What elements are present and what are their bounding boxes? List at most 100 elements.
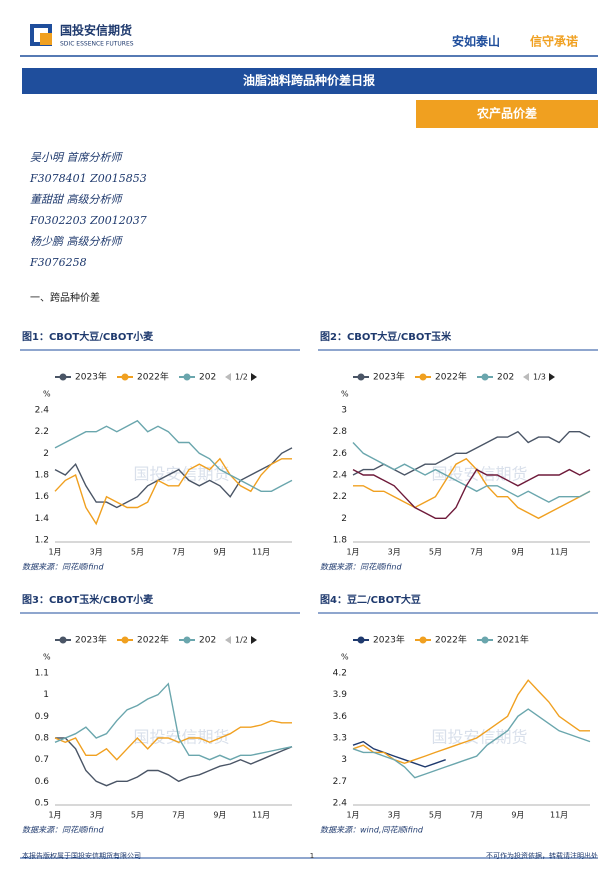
page-number: 1	[310, 852, 314, 860]
pager-prev	[523, 373, 529, 381]
legend-swatch	[357, 373, 365, 381]
legend-swatch	[419, 373, 427, 381]
y-tick-label: 4.2	[333, 669, 347, 679]
series-line	[55, 737, 293, 787]
x-tick-label: 3月	[90, 548, 103, 557]
y-tick-label: 2	[341, 514, 347, 524]
y-axis-label: %	[341, 390, 349, 399]
x-tick-label: 1月	[48, 548, 61, 557]
y-tick-label: 3.6	[333, 712, 348, 722]
source-note: 数据来源：同花顺ifind	[22, 563, 104, 572]
figure-caption: 图4：豆二/CBOT大豆	[320, 593, 421, 606]
legend-swatch	[121, 636, 129, 644]
legend-swatch	[357, 636, 365, 644]
legend-label: 2022年	[435, 634, 467, 646]
legend-swatch	[481, 636, 489, 644]
y-tick-label: 0.5	[35, 799, 49, 809]
footer-right: 不可作为投资依据，转载请注明出处	[486, 851, 598, 860]
y-tick-label: 2.8	[333, 427, 348, 437]
legend-swatch	[419, 636, 427, 644]
legend-swatch	[481, 373, 489, 381]
legend-swatch	[183, 373, 191, 381]
slogan: 安如泰山	[452, 34, 500, 49]
y-tick-label: 1.6	[35, 492, 50, 502]
legend-label: 2023年	[75, 634, 107, 646]
logo-en: SDIC ESSENCE FUTURES	[60, 41, 134, 48]
analyst-line: F0302203 Z0012037	[29, 214, 147, 227]
legend-swatch	[183, 636, 191, 644]
y-tick-label: 3.3	[333, 734, 347, 744]
y-tick-label: 2.4	[333, 799, 348, 809]
y-tick-label: 0.7	[35, 755, 49, 765]
series-line	[352, 442, 591, 503]
pager-next	[549, 373, 555, 381]
x-tick-label: 1月	[346, 548, 359, 557]
y-tick-label: 1.2	[35, 536, 49, 546]
title-bar	[22, 68, 597, 94]
x-tick-label: 7月	[172, 548, 185, 557]
y-tick-label: 2.2	[333, 492, 347, 502]
y-tick-label: 3	[341, 755, 347, 765]
legend-swatch	[59, 373, 67, 381]
report-title: 油脂油料跨品种价差日报	[243, 73, 375, 88]
y-tick-label: 0.8	[35, 734, 50, 744]
x-tick-label: 9月	[511, 811, 524, 820]
figure-caption: 图2：CBOT大豆/CBOT玉米	[320, 330, 452, 343]
y-axis-label: %	[43, 653, 51, 662]
source-note: 数据来源：wind,同花顺ifind	[320, 826, 424, 835]
tag-box	[416, 100, 598, 128]
series-line	[352, 468, 591, 519]
legend-swatch	[59, 636, 67, 644]
legend-label: 2022年	[137, 634, 169, 646]
y-tick-label: 3.9	[333, 690, 348, 700]
series-line	[54, 682, 293, 761]
x-tick-label: 11月	[252, 811, 270, 820]
tag: 农产品价差	[476, 106, 537, 121]
series-line	[54, 419, 293, 492]
pager-next	[251, 373, 257, 381]
series-line	[352, 679, 590, 765]
series-line	[54, 447, 293, 509]
analyst-line: 董甜甜 高级分析师	[30, 193, 123, 206]
series-line	[353, 457, 591, 520]
y-tick-label: 1.8	[333, 536, 348, 546]
y-tick-label: 1.4	[35, 514, 50, 524]
watermark: 国投安信期货	[133, 465, 229, 484]
legend-label: 2023年	[373, 634, 405, 646]
analyst-line: F3076258	[29, 256, 87, 269]
legend-label: 202	[497, 373, 514, 383]
slogan: 信守承诺	[530, 34, 578, 49]
footer-left: 本报告版权属于国投安信期货有限公司	[22, 851, 141, 860]
series-line	[352, 740, 446, 768]
x-tick-label: 5月	[131, 811, 144, 820]
legend-label: 2023年	[373, 371, 405, 383]
section-title: 一、跨品种价差	[30, 291, 100, 304]
watermark: 国投安信期货	[431, 728, 527, 747]
y-tick-label: 0.6	[35, 777, 50, 787]
y-tick-label: 0.9	[35, 712, 50, 722]
x-tick-label: 9月	[213, 811, 226, 820]
series-line	[54, 457, 292, 526]
x-tick-label: 5月	[429, 811, 442, 820]
logo-cn: 国投安信期货	[60, 23, 132, 38]
legend-label: 202	[199, 373, 216, 383]
x-tick-label: 11月	[550, 811, 568, 820]
legend-label: 202	[199, 636, 216, 646]
x-tick-label: 3月	[388, 811, 401, 820]
x-tick-label: 7月	[172, 811, 185, 820]
analyst-line: F3078401 Z0015853	[29, 172, 147, 185]
analyst-line: 吴小明 首席分析师	[30, 151, 123, 164]
x-tick-label: 9月	[511, 548, 524, 557]
x-tick-label: 7月	[470, 548, 483, 557]
legend-pager: 1/2	[235, 373, 248, 382]
y-tick-label: 1.1	[35, 669, 49, 679]
source-note: 数据来源：同花顺ifind	[22, 826, 104, 835]
y-tick-label: 2.4	[333, 471, 348, 481]
x-tick-label: 11月	[550, 548, 568, 557]
analysts: 吴小明 首席分析师 F3078401 Z0015853 董甜甜 高级分析师 F0302…	[29, 151, 147, 269]
pager-next	[251, 636, 257, 644]
y-tick-label: 2.2	[35, 427, 49, 437]
x-tick-label: 5月	[131, 548, 144, 557]
figure-caption: 图3：CBOT玉米/CBOT小麦	[22, 593, 154, 606]
